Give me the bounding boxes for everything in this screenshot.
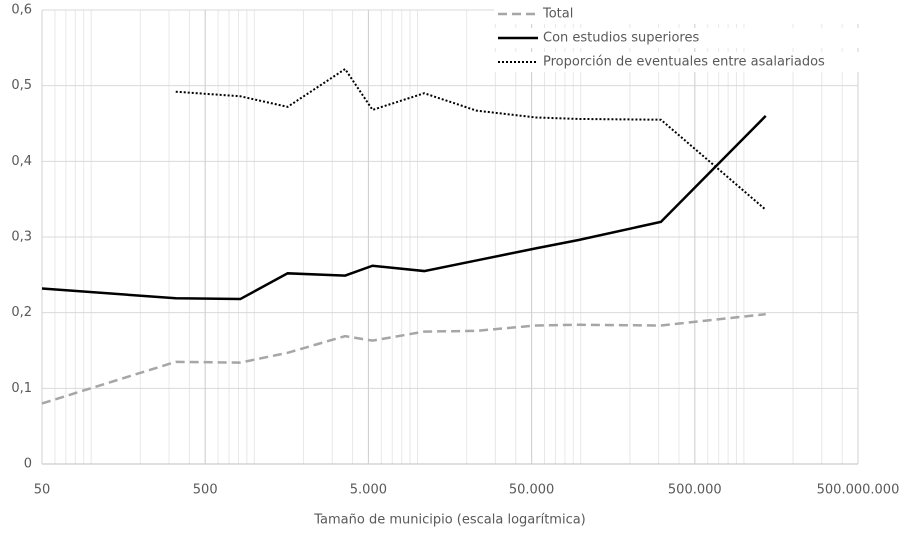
x-tick-label: 500 [193, 483, 218, 498]
x-axis-title: Tamaño de municipio (escala logarítmica) [313, 513, 586, 528]
series-line [175, 67, 767, 211]
legend-label: Con estudios superiores [543, 31, 699, 46]
series-line [41, 115, 767, 301]
y-tick-label: 0,2 [11, 305, 32, 320]
legend-bg [494, 28, 894, 48]
y-tick-label: 0,1 [11, 381, 32, 396]
y-tick-label: 0,3 [11, 230, 32, 245]
y-tick-label: 0,6 [11, 3, 32, 18]
y-tick-label: 0,5 [11, 78, 32, 93]
y-tick-label: 0,4 [11, 154, 32, 169]
legend-label: Proporción de eventuales entre asalariad… [543, 55, 825, 70]
series-line [41, 312, 766, 405]
y-tick-label: 0 [24, 457, 32, 472]
x-tick-label: 500.000.000 [817, 483, 900, 498]
x-tick-label: 5.000 [350, 483, 387, 498]
x-tick-label: 50 [34, 483, 51, 498]
legend-label: Total [542, 7, 573, 22]
x-tick-label: 50.000 [509, 483, 555, 498]
x-tick-label: 500.000 [668, 483, 722, 498]
legend-bg [494, 4, 894, 24]
legend-bg [494, 52, 894, 72]
